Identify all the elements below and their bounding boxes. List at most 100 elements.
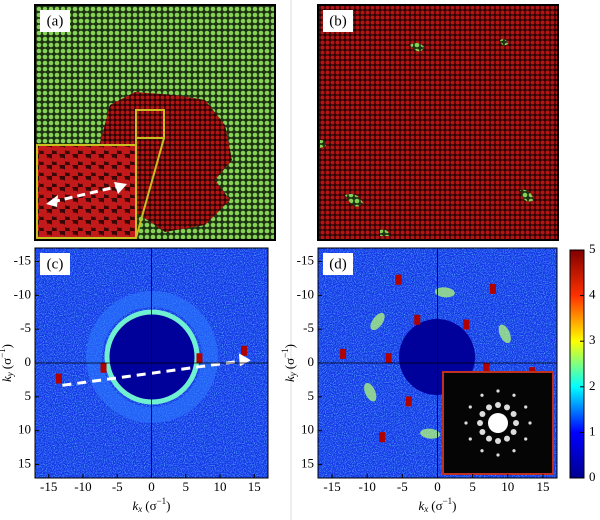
axis-label-part: ) bbox=[166, 498, 170, 513]
axis-label-part: y bbox=[288, 372, 298, 377]
axis-label-part: k bbox=[132, 498, 138, 513]
axis-label-part: k bbox=[418, 498, 424, 513]
y-tick-label: 10 bbox=[301, 422, 314, 437]
satellite bbox=[434, 287, 455, 298]
inset-spot bbox=[512, 393, 516, 397]
x-tick-label: -15 bbox=[323, 479, 340, 494]
inset-spot bbox=[510, 411, 517, 417]
inset-center bbox=[488, 413, 508, 433]
y-tick-label: -10 bbox=[297, 286, 314, 301]
x-tick-label: 0 bbox=[434, 479, 441, 494]
inset-spot bbox=[480, 393, 484, 397]
y-tick-label: 5 bbox=[25, 388, 32, 403]
colorbar-tick-label: 2 bbox=[589, 378, 596, 393]
bragg-peak bbox=[100, 362, 107, 373]
bragg-peak bbox=[395, 274, 402, 285]
arrow-head bbox=[46, 182, 127, 207]
y-tick-label: 10 bbox=[18, 422, 31, 437]
axis-label-part: (σ bbox=[0, 358, 14, 369]
axis-label-part: −1 bbox=[443, 496, 453, 506]
axis-label: kx (σ−1) bbox=[418, 496, 456, 514]
axis-label-part: x bbox=[423, 504, 428, 514]
x-tick-label: -5 bbox=[397, 479, 408, 494]
axis-label-part: (σ bbox=[282, 358, 297, 369]
inset-spot bbox=[468, 405, 472, 409]
panel-b: (b) bbox=[317, 4, 559, 241]
panel-label: (c) bbox=[47, 256, 64, 272]
inset-spot bbox=[504, 435, 510, 442]
inset-spot bbox=[468, 437, 472, 441]
colorbar-tick-label: 5 bbox=[589, 241, 596, 256]
satellite bbox=[498, 324, 511, 344]
axis-label-part: ) bbox=[282, 344, 297, 348]
bragg-peak bbox=[385, 353, 392, 364]
axis-label: kx (σ−1) bbox=[132, 496, 170, 514]
panel-label: (b) bbox=[329, 13, 347, 29]
bragg-peak bbox=[489, 283, 496, 294]
bragg-peak bbox=[379, 432, 386, 443]
label-box bbox=[40, 253, 70, 275]
bragg-peak bbox=[241, 345, 248, 356]
colorbar-tick-label: 4 bbox=[589, 287, 596, 302]
axis-label-part: x bbox=[137, 504, 142, 514]
zoom-line bbox=[135, 137, 165, 239]
inset-spot bbox=[496, 389, 500, 393]
x-tick-label: -5 bbox=[112, 479, 123, 494]
panel-label: (d) bbox=[329, 256, 347, 272]
x-tick-label: -10 bbox=[74, 479, 91, 494]
x-tick-label: 10 bbox=[501, 479, 514, 494]
inset bbox=[36, 144, 137, 239]
x-tick-label: -15 bbox=[40, 479, 57, 494]
bragg-peak bbox=[196, 353, 203, 364]
inset-spot bbox=[480, 449, 484, 453]
ring bbox=[104, 309, 200, 405]
y-tick-label: 15 bbox=[301, 455, 314, 470]
axis-label-part: y bbox=[5, 372, 15, 377]
inset-spot bbox=[495, 402, 501, 408]
axis-label-part: (σ bbox=[431, 498, 442, 513]
satellite bbox=[420, 428, 441, 439]
inset-spot bbox=[504, 404, 510, 411]
y-tick-label: -15 bbox=[14, 253, 31, 268]
satellite bbox=[370, 312, 385, 331]
inset-spot bbox=[510, 429, 517, 435]
x-tick-label: 10 bbox=[214, 479, 227, 494]
inset-spot bbox=[495, 438, 501, 444]
panel-label: (a) bbox=[47, 13, 64, 29]
x-tick-label: 15 bbox=[536, 479, 549, 494]
inset-spot bbox=[479, 411, 486, 417]
inset-spot bbox=[496, 453, 500, 457]
axis-label: ky (σ−1) bbox=[0, 344, 15, 382]
zoom-box bbox=[135, 109, 165, 139]
inset-spot bbox=[486, 404, 492, 411]
inset-spot bbox=[524, 437, 528, 441]
y-tick-label: -5 bbox=[20, 320, 31, 335]
inset-spot bbox=[464, 421, 468, 425]
axis-label-part: −1 bbox=[280, 348, 290, 358]
inset-spot bbox=[513, 420, 519, 426]
halo bbox=[86, 291, 218, 423]
label-box bbox=[323, 253, 353, 275]
panel-a: (a) bbox=[34, 4, 276, 241]
y-tick-label: -15 bbox=[297, 253, 314, 268]
label-box bbox=[323, 10, 353, 32]
y-tick-label: 15 bbox=[18, 455, 31, 470]
x-tick-label: 15 bbox=[248, 479, 261, 494]
inset-spot bbox=[486, 435, 492, 442]
inset-spot bbox=[477, 420, 483, 426]
axis-label-part: k bbox=[282, 376, 297, 382]
y-tick-label: 5 bbox=[308, 388, 315, 403]
bragg-peak bbox=[414, 314, 421, 325]
bragg-peak bbox=[405, 396, 412, 407]
axis-label: ky (σ−1) bbox=[280, 344, 298, 382]
axis-label-part: −1 bbox=[0, 348, 7, 358]
axis-label-part: k bbox=[0, 376, 14, 382]
x-tick-label: 5 bbox=[469, 479, 476, 494]
axis-label-part: ) bbox=[452, 498, 456, 513]
satellite bbox=[364, 382, 377, 402]
inset-spot bbox=[512, 449, 516, 453]
axis-label-part: (σ bbox=[145, 498, 156, 513]
inset-spot bbox=[528, 421, 532, 425]
label-box bbox=[40, 10, 70, 32]
